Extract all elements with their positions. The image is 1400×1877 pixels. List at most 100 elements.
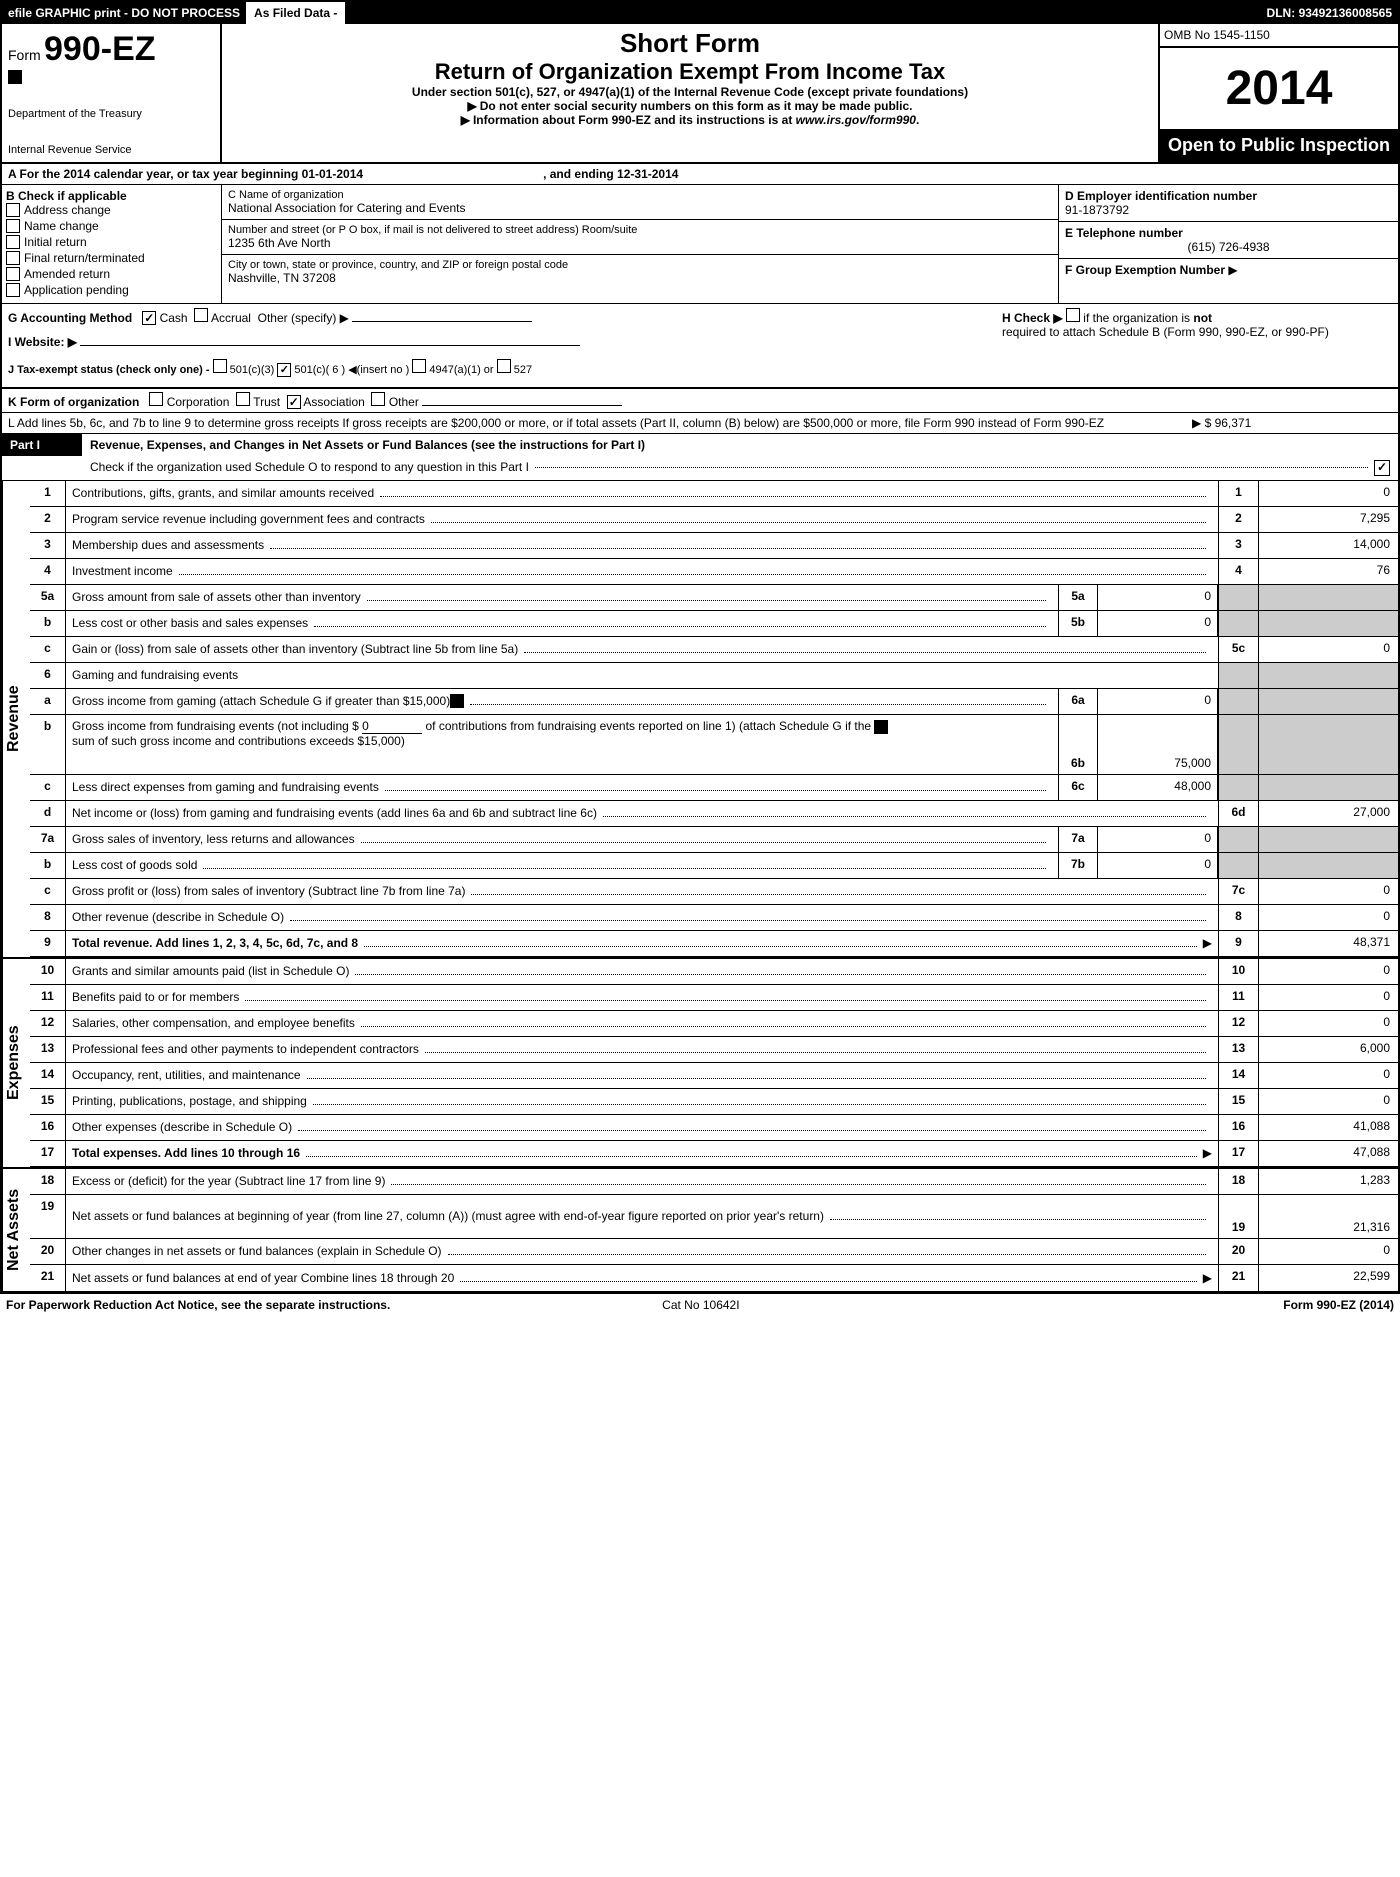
num: 7a <box>30 827 66 852</box>
cb-address[interactable]: Address change <box>6 203 217 217</box>
rval: 21,316 <box>1258 1195 1398 1238</box>
k-other-fill[interactable] <box>422 405 622 406</box>
dots <box>367 593 1046 601</box>
checkbox-icon[interactable] <box>6 203 20 217</box>
rval: 7,295 <box>1258 507 1398 532</box>
rnum: 15 <box>1218 1089 1258 1114</box>
cb-4947[interactable] <box>412 359 426 373</box>
dots <box>448 1247 1206 1255</box>
rval: 0 <box>1258 481 1398 506</box>
short-form: Short Form <box>226 28 1154 59</box>
g-other-fill[interactable] <box>352 321 532 322</box>
tel-cell: E Telephone number (615) 726-4938 <box>1059 222 1398 259</box>
dots <box>314 619 1046 627</box>
j-label: J Tax-exempt status (check only one) - <box>8 364 210 376</box>
num: 17 <box>30 1141 66 1166</box>
line-10: 10Grants and similar amounts paid (list … <box>30 959 1398 985</box>
h-text: if the organization is <box>1083 311 1190 325</box>
street: 1235 6th Ave North <box>228 236 1052 250</box>
section-a: A For the 2014 calendar year, or tax yea… <box>2 164 1398 185</box>
cb-501c[interactable] <box>277 363 291 377</box>
l-prefix: ▶ $ <box>1192 416 1215 430</box>
cb-kother[interactable] <box>371 392 385 406</box>
omb-number: OMB No 1545-1150 <box>1160 24 1398 48</box>
mid-block-ghijk: G Accounting Method Cash Accrual Other (… <box>2 304 1398 388</box>
desc: Total expenses. Add lines 10 through 16 <box>72 1146 300 1160</box>
num: 16 <box>30 1115 66 1140</box>
l-amount: 96,371 <box>1215 416 1252 430</box>
desc: Benefits paid to or for members <box>72 990 239 1004</box>
cb-accrual[interactable] <box>194 308 208 322</box>
line-11: 11Benefits paid to or for members110 <box>30 985 1398 1011</box>
checkbox-icon[interactable] <box>6 283 20 297</box>
irs-link[interactable]: www.irs.gov/form990 <box>796 113 916 127</box>
line-5c: c Gain or (loss) from sale of assets othe… <box>30 637 1398 663</box>
line-1: 1Contributions, gifts, grants, and simil… <box>30 481 1398 507</box>
rnum-shade <box>1218 611 1258 636</box>
subnum: 6c <box>1058 775 1098 800</box>
rnum: 21 <box>1218 1265 1258 1291</box>
j-4947: 4947(a)(1) or <box>429 364 493 376</box>
cb-amended[interactable]: Amended return <box>6 267 217 281</box>
cb-label: Name change <box>24 219 99 233</box>
rval: 1,283 <box>1258 1169 1398 1194</box>
cb-final[interactable]: Final return/terminated <box>6 251 217 265</box>
street-label: Number and street (or P O box, if mail i… <box>228 224 1052 236</box>
expenses-section: Expenses 10Grants and similar amounts pa… <box>2 957 1398 1167</box>
num: 20 <box>30 1239 66 1264</box>
dots <box>203 861 1046 869</box>
rval: 76 <box>1258 559 1398 584</box>
checkbox-icon[interactable] <box>6 251 20 265</box>
desc: Grants and similar amounts paid (list in… <box>72 964 349 978</box>
num: 21 <box>30 1265 66 1291</box>
cb-pending[interactable]: Application pending <box>6 283 217 297</box>
dots <box>361 1019 1206 1027</box>
cb-initial[interactable]: Initial return <box>6 235 217 249</box>
dots <box>471 887 1206 895</box>
line-l: L Add lines 5b, 6c, and 7b to line 9 to … <box>2 413 1398 434</box>
line-7b: bLess cost of goods sold7b0 <box>30 853 1398 879</box>
desc: Membership dues and assessments <box>72 538 264 552</box>
cb-label: Amended return <box>24 267 110 281</box>
rval-shade <box>1258 663 1398 688</box>
note-info: Information about Form 990-EZ and its in… <box>226 113 1154 127</box>
checkbox-icon[interactable] <box>6 267 20 281</box>
form-990ez: efile GRAPHIC print - DO NOT PROCESS As … <box>0 0 1400 1293</box>
efile-label: efile GRAPHIC print - DO NOT PROCESS <box>2 2 248 24</box>
rval-shade <box>1258 689 1398 714</box>
k-corp: Corporation <box>167 395 230 409</box>
num: 3 <box>30 533 66 558</box>
num: c <box>30 637 66 662</box>
cb-part1[interactable] <box>1374 460 1390 476</box>
cb-501c3[interactable] <box>213 359 227 373</box>
rnum: 7c <box>1218 879 1258 904</box>
amt: 0 <box>362 719 422 734</box>
cb-assoc[interactable] <box>287 395 301 409</box>
line-5a: 5aGross amount from sale of assets other… <box>30 585 1398 611</box>
num: c <box>30 879 66 904</box>
dln-value: 93492136008565 <box>1299 6 1392 20</box>
cb-trust[interactable] <box>236 392 250 406</box>
cb-h[interactable] <box>1066 308 1080 322</box>
title-mid: Short Form Return of Organization Exempt… <box>222 24 1158 162</box>
cb-corp[interactable] <box>149 392 163 406</box>
num: c <box>30 775 66 800</box>
h-label: H Check ▶ <box>1002 311 1063 325</box>
org-name-label: C Name of organization <box>228 189 1052 201</box>
desc: Gross amount from sale of assets other t… <box>72 590 361 604</box>
checkbox-icon[interactable] <box>6 219 20 233</box>
line-19: 19Net assets or fund balances at beginni… <box>30 1195 1398 1239</box>
desc: Gain or (loss) from sale of assets other… <box>72 642 518 656</box>
website-fill[interactable] <box>80 345 580 346</box>
cb-cash[interactable] <box>142 311 156 325</box>
checkbox-icon[interactable] <box>6 235 20 249</box>
line-6a: aGross income from gaming (attach Schedu… <box>30 689 1398 715</box>
netassets-body: 18Excess or (deficit) for the year (Subt… <box>30 1169 1398 1291</box>
expenses-vlabel: Expenses <box>2 959 30 1167</box>
line-4: 4Investment income476 <box>30 559 1398 585</box>
cb-name[interactable]: Name change <box>6 219 217 233</box>
revenue-body: 1Contributions, gifts, grants, and simil… <box>30 481 1398 957</box>
cb-527[interactable] <box>497 359 511 373</box>
ein: 91-1873792 <box>1065 203 1392 217</box>
section-a-text: A For the 2014 calendar year, or tax yea… <box>8 167 363 181</box>
